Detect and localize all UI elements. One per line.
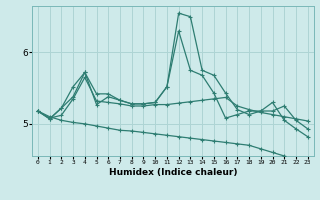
- X-axis label: Humidex (Indice chaleur): Humidex (Indice chaleur): [108, 168, 237, 177]
